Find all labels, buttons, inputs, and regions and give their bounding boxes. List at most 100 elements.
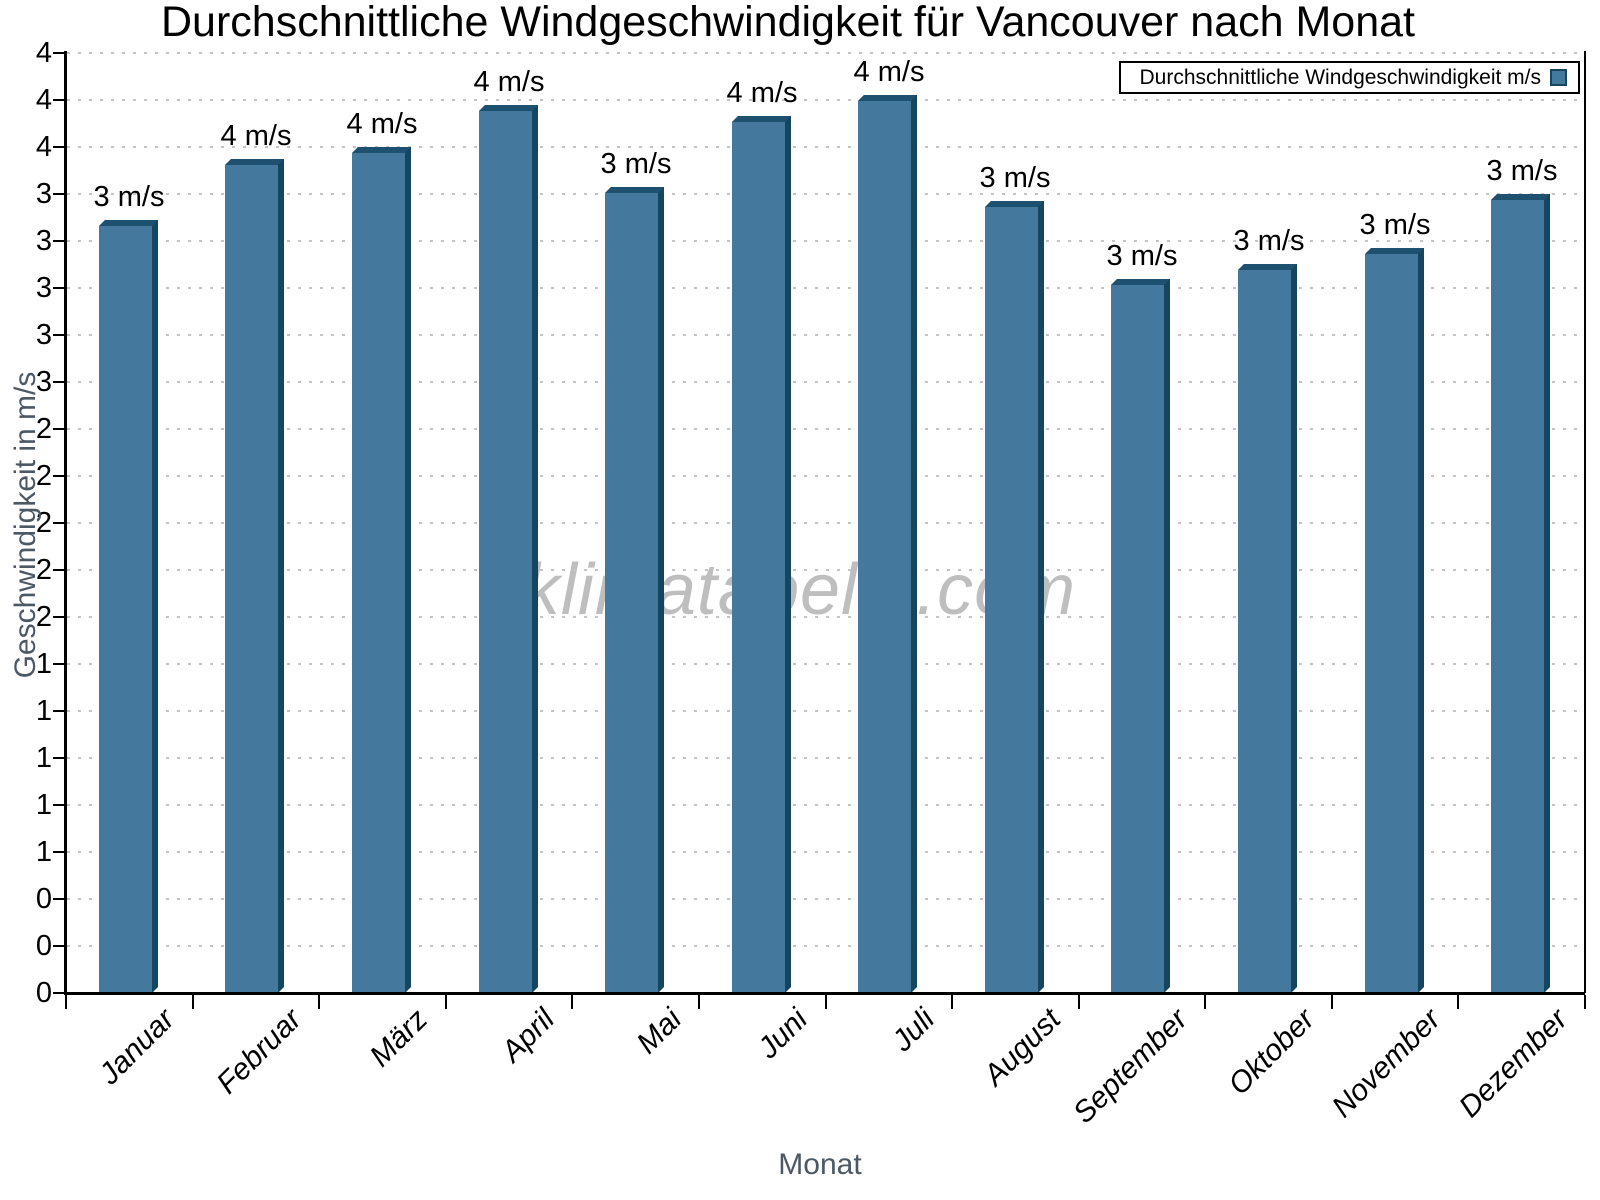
bar-front-face (99, 226, 152, 993)
x-tick-mark (318, 995, 320, 1009)
y-tick-label: 2 (35, 554, 52, 586)
chart-title: Durchschnittliche Windgeschwindigkeit fü… (161, 0, 1415, 46)
bar-juni[interactable] (732, 116, 791, 993)
gridline (67, 616, 1584, 618)
gridline (67, 710, 1584, 712)
x-tick-mark (65, 995, 67, 1009)
gridline (67, 804, 1584, 806)
y-tick-mark (53, 616, 66, 618)
bar-value-label: 3 m/s (93, 181, 165, 213)
gridline (67, 757, 1584, 759)
y-tick-mark (53, 569, 66, 571)
y-tick-label: 1 (35, 695, 52, 727)
bar-april[interactable] (479, 105, 538, 993)
y-tick-label: 2 (35, 507, 52, 539)
y-tick-mark (53, 757, 66, 759)
bar-juli[interactable] (858, 95, 917, 993)
gridline (67, 240, 1584, 242)
bar-top-edge (985, 201, 1044, 207)
x-tick-mark (1204, 995, 1206, 1009)
bar-top-edge (352, 147, 411, 153)
x-tick-mark (445, 995, 447, 1009)
bar-mai[interactable] (605, 187, 664, 993)
x-tick-mark (571, 995, 573, 1009)
y-tick-mark (53, 240, 66, 242)
bar-front-face (1365, 254, 1418, 993)
bar-top-edge (1238, 264, 1297, 270)
y-tick-mark (53, 334, 66, 336)
x-tick-mark (698, 995, 700, 1009)
bar-value-label: 3 m/s (979, 162, 1051, 194)
x-tick-mark (951, 995, 953, 1009)
bar-top-edge (1111, 279, 1170, 285)
bar-oktober[interactable] (1238, 264, 1297, 993)
y-tick-mark (53, 52, 66, 54)
y-tick-label: 3 (35, 225, 52, 257)
y-tick-mark (53, 193, 66, 195)
bar-dezember[interactable] (1491, 194, 1550, 993)
y-tick-label: 3 (35, 272, 52, 304)
bar-januar[interactable] (99, 220, 158, 993)
bar-august[interactable] (985, 201, 1044, 993)
y-tick-label: 1 (35, 789, 52, 821)
y-tick-mark (53, 475, 66, 477)
bar-top-edge (479, 105, 538, 111)
x-tick-mark (1584, 995, 1586, 1009)
bar-value-label: 4 m/s (220, 120, 292, 152)
y-tick-mark (53, 898, 66, 900)
y-tick-mark (53, 146, 66, 148)
y-tick-label: 3 (35, 366, 52, 398)
bar-märz[interactable] (352, 147, 411, 993)
bar-front-face (732, 122, 785, 993)
gridline (67, 334, 1584, 336)
y-tick-label: 4 (35, 37, 52, 69)
gridline (67, 99, 1584, 101)
legend[interactable]: Durchschnittliche Windgeschwindigkeit m/… (1119, 61, 1580, 94)
y-tick-label: 4 (35, 84, 52, 116)
bar-value-label: 4 m/s (473, 66, 545, 98)
x-tick-mark (1331, 995, 1333, 1009)
y-tick-label: 3 (35, 178, 52, 210)
bar-front-face (1238, 270, 1291, 993)
bar-front-face (1491, 200, 1544, 993)
bar-front-face (1111, 285, 1164, 993)
y-tick-label: 1 (35, 648, 52, 680)
bar-top-edge (732, 116, 791, 122)
y-tick-label: 1 (35, 742, 52, 774)
bar-november[interactable] (1365, 248, 1424, 993)
y-tick-mark (53, 428, 66, 430)
y-tick-mark (53, 522, 66, 524)
bar-value-label: 4 m/s (853, 56, 925, 88)
bar-front-face (605, 193, 658, 993)
plot-right-border (1584, 51, 1586, 993)
y-tick-mark (53, 851, 66, 853)
bar-value-label: 3 m/s (1486, 155, 1558, 187)
y-tick-label: 3 (35, 319, 52, 351)
y-tick-label: 2 (35, 601, 52, 633)
gridline (67, 193, 1584, 195)
bar-top-edge (1365, 248, 1424, 254)
x-tick-mark (825, 995, 827, 1009)
y-tick-mark (53, 381, 66, 383)
bar-front-face (985, 207, 1038, 993)
bar-september[interactable] (1111, 279, 1170, 993)
y-tick-mark (53, 663, 66, 665)
bar-value-label: 4 m/s (346, 108, 418, 140)
gridline (67, 663, 1584, 665)
bar-top-edge (605, 187, 664, 193)
y-tick-label: 0 (35, 977, 52, 1009)
x-tick-mark (1078, 995, 1080, 1009)
bar-front-face (352, 153, 405, 993)
bar-value-label: 3 m/s (1359, 209, 1431, 241)
legend-color-swatch-icon (1550, 69, 1567, 86)
bar-februar[interactable] (225, 159, 284, 993)
x-axis-line (64, 992, 1585, 995)
y-tick-mark (53, 99, 66, 101)
bar-value-label: 3 m/s (600, 148, 672, 180)
gridline (67, 851, 1584, 853)
y-tick-mark (53, 945, 66, 947)
gridline (67, 898, 1584, 900)
legend-label: Durchschnittliche Windgeschwindigkeit m/… (1139, 65, 1542, 89)
y-axis-title: Geschwindigkeit in m/s (9, 371, 42, 679)
gridline (67, 381, 1584, 383)
